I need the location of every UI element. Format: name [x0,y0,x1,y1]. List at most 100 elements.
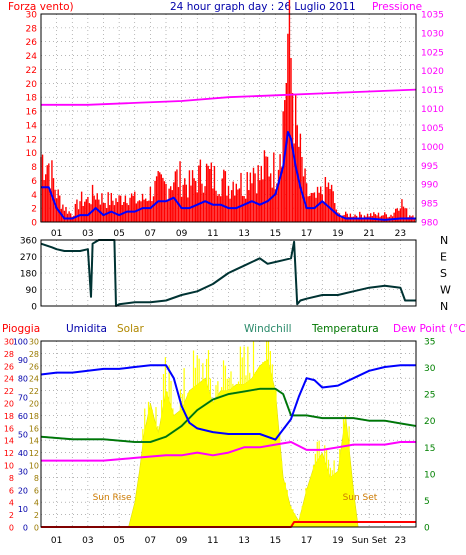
rain-tick-label: 8 [9,474,14,483]
compass-label: N [440,300,448,313]
frame [40,340,417,528]
hour-tick-label: 17 [301,229,312,239]
dewpoint-line [41,441,416,462]
pressure-tick-label: 1020 [421,67,444,77]
temperature-humidity-chart: 0246810121416182022242628300102030405060… [4,338,436,547]
humidity-tick-label: 0 [23,524,28,533]
wind-tick-label: 14 [26,121,38,131]
pressure-axis-title: Pressione [372,1,422,13]
rain-tick-label: 16 [4,424,14,433]
hour-tick-label: Sun Set [352,536,387,546]
solar-tick-label: 0 [34,524,39,533]
pressure-tick-label: 995 [421,162,438,172]
rain-tick-label: 20 [4,400,14,409]
wind-tick-label: 0 [31,219,37,229]
hour-tick-label: 11 [207,229,218,239]
pressure-tick-label: 980 [421,219,438,229]
humidity-tick-label: 100 [13,338,28,347]
hour-tick-label: 11 [207,536,218,546]
hour-tick-label: 23 [395,536,406,546]
temperature-title: Temperatura [311,323,379,335]
sun-rise-label: Sun Rise [93,493,132,503]
direction-tick-label: 360 [20,237,37,247]
rain-axis-title: Pioggia [2,323,40,335]
wind-axis-title: Forza vento) [8,1,74,13]
rain-tick-label: 6 [9,486,14,495]
humidity-tick-label: 30 [18,468,28,477]
rain-tick-label: 18 [4,412,14,421]
hour-tick-label: 13 [238,229,249,239]
humidity-tick-label: 50 [18,431,28,440]
pressure-tick-label: 1000 [421,143,444,153]
rain-tick-label: 2 [9,511,14,520]
wind-tick-label: 4 [31,191,37,201]
frame [40,13,417,223]
hour-tick-label: 13 [238,536,249,546]
hour-tick-label: 05 [113,229,124,239]
direction-tick-label: 270 [20,253,37,263]
hour-tick-label: 01 [51,229,62,239]
solar-tick-label: 14 [29,437,39,446]
hour-tick-label: 03 [82,229,93,239]
solar-tick-label: 16 [29,424,39,433]
rain-tick-label: 30 [4,338,14,347]
wind-pressure-chart: 0246810121416182022242628309809859909951… [26,0,444,239]
temperature-tick-label: 5 [424,497,430,507]
humidity-tick-label: 40 [18,449,28,458]
compass-label: S [440,267,447,280]
hour-tick-label: 21 [363,229,374,239]
solar-tick-label: 4 [34,499,39,508]
pressure-tick-label: 1015 [421,86,444,96]
temperature-line [40,387,417,443]
rain-tick-label: 0 [9,524,14,533]
pressure-tick-label: 1025 [421,48,444,58]
wind-tick-label: 24 [26,52,38,62]
solar-tick-label: 30 [29,338,39,347]
rain-tick-label: 4 [9,499,14,508]
wind-tick-label: 28 [26,24,38,34]
hour-tick-label: 19 [332,536,344,546]
wind-force-series [40,0,416,222]
solar-axis-title: Solar [117,323,144,335]
solar-tick-label: 20 [29,400,39,409]
hour-tick-label: 15 [270,536,281,546]
hour-tick-label: 19 [332,229,344,239]
hour-tick-label: 15 [270,229,281,239]
temperature-tick-label: 30 [424,364,436,374]
hour-tick-label: 17 [301,536,312,546]
sun-set-label: Sun Set [343,493,378,503]
solar-tick-label: 6 [34,486,39,495]
dewpoint-title: Dew Point (°C) [393,323,466,335]
solar-tick-label: 10 [29,462,39,471]
wind-average-line [41,130,416,221]
hour-tick-label: 05 [113,536,124,546]
humidity-tick-label: 70 [18,393,28,402]
humidity-axis-title: Umidita [66,323,107,335]
wind-tick-label: 26 [26,38,38,48]
rain-tick-label: 24 [4,375,14,384]
temperature-tick-label: 20 [424,417,436,427]
wind-tick-label: 10 [26,149,38,159]
humidity-tick-label: 60 [18,412,28,421]
humidity-tick-label: 10 [18,505,28,514]
hour-tick-label: 23 [395,229,406,239]
solar-tick-label: 28 [29,350,39,359]
wind-tick-label: 22 [26,66,37,76]
hour-tick-label: 09 [176,229,188,239]
wind-tick-label: 30 [26,11,38,21]
solar-tick-label: 22 [29,387,39,396]
pressure-tick-label: 1030 [421,29,444,39]
temperature-tick-label: 10 [424,470,436,480]
compass-label: E [440,251,447,264]
hour-tick-label: 03 [82,536,93,546]
rain-tick-label: 12 [4,449,14,458]
wind-tick-label: 6 [31,177,37,187]
compass-label: W [440,284,451,297]
pressure-line [41,88,417,106]
direction-tick-label: 0 [31,303,37,313]
humidity-tick-label: 90 [18,356,28,365]
wind-tick-label: 18 [26,94,38,104]
wind-tick-label: 20 [26,80,38,90]
temperature-tick-label: 35 [424,338,435,348]
